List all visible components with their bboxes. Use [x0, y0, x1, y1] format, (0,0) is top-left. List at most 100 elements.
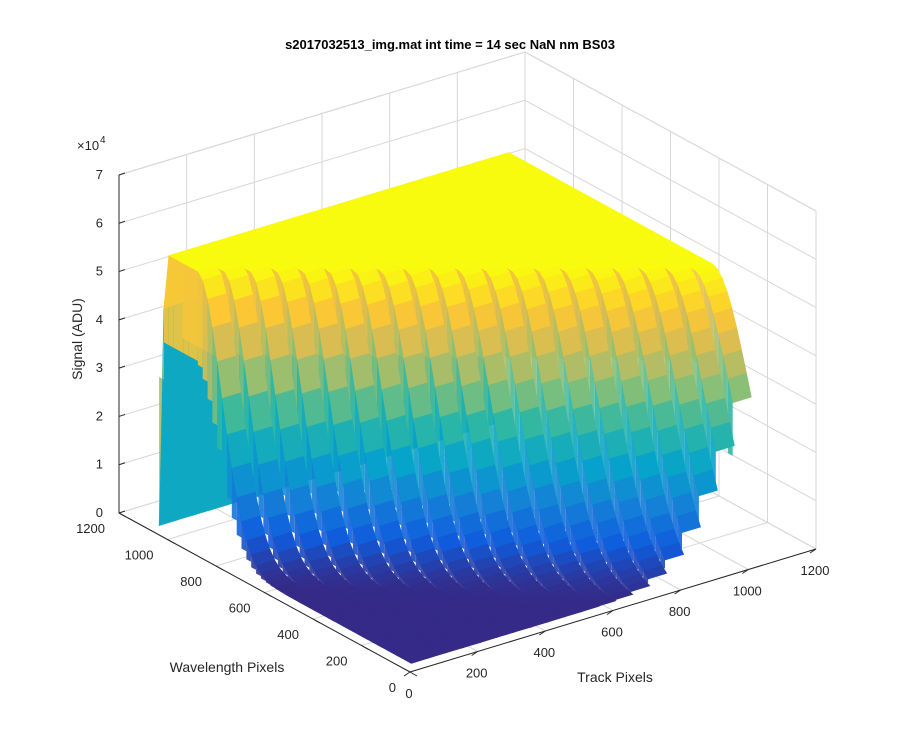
z-tick-mark [118, 462, 126, 466]
surface-side-facet [539, 510, 544, 545]
surface-facet [405, 654, 431, 664]
surface-side-facet [403, 581, 409, 588]
surface-side-facet [500, 559, 506, 575]
x-tick-mark [809, 548, 817, 554]
y-tick-label: 1200 [76, 521, 105, 536]
surface-side-facet [633, 550, 639, 570]
box-edge [118, 51, 526, 176]
x-tick-mark [539, 630, 546, 636]
surface-side-facet [362, 558, 368, 573]
surface-side-facet [285, 594, 290, 597]
x-tick-label: 1200 [801, 563, 830, 578]
surface-side-facet [548, 543, 554, 565]
y-tick-label: 200 [326, 654, 348, 669]
surface-side-facet [345, 577, 351, 585]
surface-side-facet [217, 361, 223, 451]
surface-side-facet [628, 536, 634, 562]
surface-side-facet [565, 507, 571, 543]
x-axis-label: Track Pixels [577, 669, 653, 685]
z-tick-mark [118, 413, 126, 417]
y-tick-label: 400 [277, 627, 299, 642]
surface-side-facet [432, 520, 438, 551]
surface-side-facet [331, 547, 336, 567]
box-edge [524, 51, 817, 212]
y-tick-mark [312, 618, 321, 624]
y-tick-label: 800 [180, 574, 202, 589]
surface-side-facet [268, 518, 273, 550]
z-tick-mark [118, 269, 126, 273]
surface-side-facet [430, 580, 436, 588]
surface-side-facet [231, 468, 237, 521]
surface-side-facet [280, 429, 286, 496]
surface-side-facet [326, 531, 332, 558]
surface-side-facet [197, 271, 203, 368]
surface-side-facet [335, 560, 341, 574]
surface-side-facet [222, 398, 227, 477]
surface-side-facet [304, 550, 310, 568]
surface-side-facet [423, 475, 428, 524]
surface-side-facet [316, 487, 322, 532]
surface-side-facet [437, 538, 443, 562]
surface-side-facet [415, 554, 421, 571]
surface-side-facet [309, 562, 315, 575]
surface-side-facet [193, 268, 198, 361]
surface-side-facet [285, 462, 290, 516]
z-tick-label: 5 [96, 264, 103, 279]
surface-side-facet [592, 505, 598, 542]
surface-side-facet [292, 578, 298, 585]
x-tick-label: 600 [601, 625, 623, 640]
surface-side-facet [163, 255, 169, 346]
surface-side-facet [650, 518, 656, 550]
surface-side-facet [384, 543, 390, 564]
surface-side-facet [522, 545, 528, 567]
x-tick-label: 200 [466, 666, 488, 681]
surface-side-facet [447, 563, 453, 577]
surface-side-facet [599, 587, 605, 594]
surface-side-facet [333, 425, 339, 492]
surface-side-facet [183, 263, 189, 356]
surface-side-facet [173, 258, 179, 351]
y-tick-label: 0 [389, 680, 396, 695]
z-tick-label: 2 [96, 408, 103, 423]
surface-side-facet [277, 552, 283, 569]
surface-side-facet [442, 552, 448, 570]
surface-side-facet [517, 530, 523, 557]
x-tick-label: 1000 [733, 584, 762, 599]
z-tick-mark [118, 317, 126, 321]
x-tick-mark [471, 651, 478, 656]
surface-side-facet [348, 508, 353, 544]
surface-side-facet [527, 558, 532, 574]
surface-side-facet [483, 578, 489, 587]
surface-side-facet [502, 468, 508, 518]
surface-side-facet [485, 515, 491, 548]
surface-side-facet [275, 588, 281, 592]
surface-side-facet [343, 484, 348, 530]
surface-side-facet [258, 465, 264, 519]
surface-side-facet [512, 512, 518, 546]
surface-side-facet [469, 550, 474, 569]
z-axis-label: Signal (ADU) [69, 298, 85, 380]
surface-side-facet [515, 583, 520, 591]
surface-side-facet [306, 427, 312, 494]
z-tick-mark [118, 365, 126, 369]
surface-side-facet [352, 529, 358, 556]
tick-marks: 0200400600800100012000200400600800100012… [76, 167, 829, 701]
surface-side-facet [488, 584, 494, 591]
surface-side-facet [263, 494, 269, 536]
surface-side-facet [260, 573, 266, 581]
z-exponent: ×10 4 [77, 135, 106, 153]
surface-side-facet [319, 578, 324, 585]
surface-side-facet [476, 470, 482, 520]
surface-side-facet [321, 511, 327, 546]
x-tick-mark [674, 589, 681, 595]
surface-side-facet [251, 555, 257, 570]
surface-side-facet [364, 453, 370, 510]
x-tick-mark [403, 671, 411, 677]
surface-side-facet [265, 579, 271, 585]
surface-side-facet [338, 456, 344, 512]
surface-facet [710, 422, 735, 452]
surface-side-facet [638, 561, 644, 577]
surface-side-facet [507, 491, 513, 533]
z-tick-mark [118, 220, 126, 224]
